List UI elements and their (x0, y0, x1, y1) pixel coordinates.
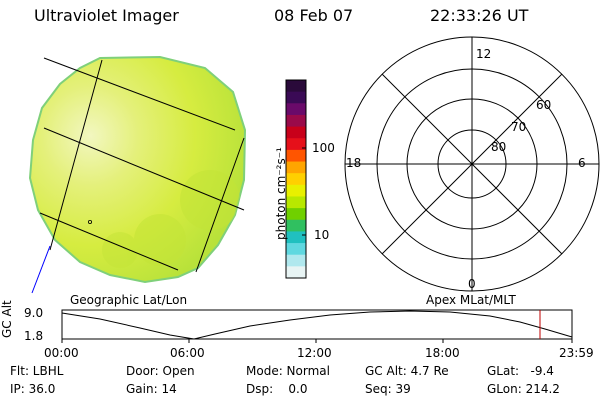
seq-info: Seq: 39 (365, 382, 411, 396)
mlt-label-6: 6 (578, 156, 586, 170)
colorbar-segment (286, 184, 306, 198)
colorbar-segment (286, 254, 306, 267)
apex-caption: Apex MLat/MLT (426, 293, 516, 307)
geographic-caption: Geographic Lat/Lon (70, 293, 188, 307)
orbit-xtick-0000: 00:00 (44, 346, 79, 360)
orbit-ytick-high: 9.0 (24, 306, 44, 320)
glon-info: GLon: 214.2 (487, 382, 560, 396)
colorbar-segment (286, 114, 306, 128)
orbit-ylabel: GC Alt (0, 300, 14, 338)
gc-alt-info: GC Alt: 4.7 Re (365, 364, 449, 378)
mlt-label-18: 18 (346, 156, 362, 170)
colorbar-segment (286, 231, 306, 244)
lat-label-70: 70 (511, 120, 527, 134)
colorbar-segment (286, 161, 306, 174)
gain-info: Gain: 14 (126, 382, 177, 396)
lat-label-60: 60 (536, 98, 552, 112)
colorbar-tick-100: 100 (312, 141, 335, 155)
mlt-label-0: 0 (468, 277, 476, 291)
colorbar-segment (286, 173, 306, 186)
colorbar-segment (286, 243, 306, 256)
colorbar-segment (286, 80, 306, 93)
orbit-xtick-1800: 18:00 (425, 346, 460, 360)
colorbar-segment (286, 103, 306, 116)
door-info: Door: Open (126, 364, 195, 378)
altitude-curve (61, 310, 573, 340)
filter-info: Flt: LBHL (10, 364, 64, 378)
colorbar-segment (286, 266, 306, 279)
colorbar-segment (286, 91, 306, 104)
colorbar-segment (286, 149, 306, 163)
date-label: 08 Feb 07 (274, 6, 354, 25)
instrument-title: Ultraviolet Imager (34, 6, 179, 25)
orbit-ytick-low: 1.8 (24, 329, 44, 343)
position-marker (88, 219, 93, 224)
colorbar-segment (286, 196, 306, 209)
orbit-xtick-2359: 23:59 (559, 346, 594, 360)
geo-grid (39, 57, 245, 273)
colorbar-tick-10: 10 (314, 228, 330, 242)
colorbar-segment (286, 208, 306, 221)
mlt-label-12: 12 (476, 47, 492, 61)
colorbar-segment (286, 126, 306, 139)
terminator-line (31, 245, 51, 294)
dsp-info: Dsp: 0.0 (246, 382, 308, 396)
colorbar-segment (286, 138, 306, 151)
orbit-xtick-0600: 06:00 (170, 346, 205, 360)
colorbar-segment (286, 219, 306, 233)
mode-info: Mode: Normal (246, 364, 330, 378)
lat-label-80: 80 (491, 140, 507, 154)
ip-info: IP: 36.0 (10, 382, 56, 396)
time-label: 22:33:26 UT (430, 6, 529, 25)
orbit-xtick-1200: 12:00 (297, 346, 332, 360)
glat-info: GLat: -9.4 (487, 364, 554, 378)
